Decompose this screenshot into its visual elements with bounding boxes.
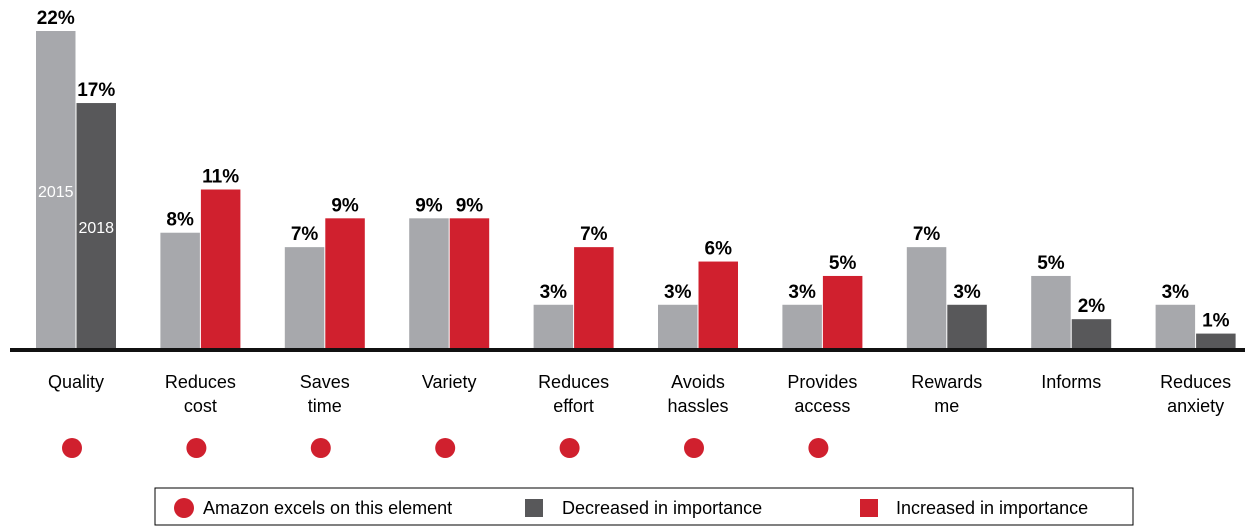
bar-2018-avoids-hassles xyxy=(698,261,738,348)
bar-2015-variety xyxy=(409,218,449,348)
value-label-2018-variety: 9% xyxy=(456,195,484,216)
category-label-saves-time: time xyxy=(308,396,342,416)
series-label-2015: 2015 xyxy=(38,184,74,201)
category-label-reduces-effort: effort xyxy=(553,396,594,416)
legend-marker-increased-in-importance xyxy=(860,499,878,517)
category-label-avoids-hassles: hassles xyxy=(667,396,728,416)
bar-2015-reduces-anxiety xyxy=(1155,304,1196,348)
legend-label-amazon-excels-on-this-element: Amazon excels on this element xyxy=(203,498,452,518)
amazon-excels-dot-avoids-hassles xyxy=(684,438,704,458)
category-label-reduces-anxiety: anxiety xyxy=(1167,396,1224,416)
value-label-2018-reduces-anxiety: 1% xyxy=(1202,311,1230,332)
bar-2018-variety xyxy=(449,218,490,348)
bar-2015-avoids-hassles xyxy=(658,304,698,348)
series-label-2018: 2018 xyxy=(78,220,114,237)
legend-label-increased-in-importance: Increased in importance xyxy=(896,498,1088,518)
value-label-2015-variety: 9% xyxy=(415,195,443,216)
value-label-2015-saves-time: 7% xyxy=(291,224,319,245)
bar-2018-reduces-anxiety xyxy=(1196,333,1236,348)
amazon-excels-dot-quality xyxy=(62,438,82,458)
value-label-2018-informs: 2% xyxy=(1078,296,1106,317)
amazon-dots-group xyxy=(62,438,829,458)
category-label-provides-access: Provides xyxy=(787,372,857,392)
value-label-2015-provides-access: 3% xyxy=(788,282,816,303)
category-label-informs: Informs xyxy=(1041,372,1101,392)
value-label-2015-reduces-anxiety: 3% xyxy=(1162,282,1190,303)
value-label-2018-reduces-cost: 11% xyxy=(202,167,239,188)
category-label-reduces-cost: Reduces xyxy=(165,372,236,392)
value-label-2018-reduces-effort: 7% xyxy=(580,224,608,245)
value-label-2015-reduces-effort: 3% xyxy=(540,282,568,303)
bar-2015-provides-access xyxy=(782,304,822,348)
category-label-saves-time: Saves xyxy=(300,372,350,392)
amazon-excels-dot-provides-access xyxy=(808,438,829,458)
legend-border xyxy=(154,487,1134,526)
value-label-2018-saves-time: 9% xyxy=(331,195,359,216)
legend-label-decreased-in-importance: Decreased in importance xyxy=(562,498,762,518)
value-label-2015-avoids-hassles: 3% xyxy=(664,282,692,303)
value-label-2015-rewards-me: 7% xyxy=(913,224,941,245)
category-label-variety: Variety xyxy=(422,372,477,392)
legend: Amazon excels on this element Decreased i… xyxy=(154,487,1134,526)
bar-2015-quality xyxy=(36,31,76,348)
legend-marker-decreased-in-importance xyxy=(525,499,543,517)
bar-2015-informs xyxy=(1031,275,1071,348)
bar-2018-saves-time xyxy=(325,218,365,348)
bar-2018-informs xyxy=(1071,319,1112,348)
value-label-2015-informs: 5% xyxy=(1037,253,1065,274)
bar-2015-reduces-effort xyxy=(533,304,574,348)
value-label-2015-quality: 22% xyxy=(37,8,75,29)
amazon-excels-dot-reduces-cost xyxy=(186,438,207,458)
category-label-reduces-effort: Reduces xyxy=(538,372,609,392)
bars-group xyxy=(36,31,1236,348)
bar-2018-rewards-me xyxy=(947,304,987,348)
bar-2018-reduces-cost xyxy=(200,189,241,348)
category-label-quality: Quality xyxy=(48,372,104,392)
amazon-excels-dot-saves-time xyxy=(310,438,331,458)
category-label-reduces-cost: cost xyxy=(184,396,217,416)
value-label-2018-quality: 17% xyxy=(77,80,115,101)
category-labels-group: Quality Reduces cost Saves time Variety Reduce… xyxy=(48,372,1231,416)
bar-2018-reduces-effort xyxy=(574,247,614,348)
value-label-2018-avoids-hassles: 6% xyxy=(705,239,733,260)
bar-2018-provides-access xyxy=(822,275,863,348)
value-labels-group: 22% 17% 2015 2018 8% 11% 7% 9% 9% 9% 3% 7% 3% 6% 3% 5% 7… xyxy=(37,8,1230,332)
value-label-2015-reduces-cost: 8% xyxy=(166,210,194,231)
category-label-rewards-me: Rewards xyxy=(911,372,982,392)
legend-marker-amazon-excels-on-this-element xyxy=(174,498,194,518)
bar-2015-saves-time xyxy=(284,247,325,348)
amazon-excels-dot-reduces-effort xyxy=(559,438,580,458)
category-label-avoids-hassles: Avoids xyxy=(671,372,725,392)
category-label-reduces-anxiety: Reduces xyxy=(1160,372,1231,392)
value-label-2018-rewards-me: 3% xyxy=(953,282,981,303)
value-label-2018-provides-access: 5% xyxy=(829,253,857,274)
bar-2015-reduces-cost xyxy=(160,232,200,348)
amazon-excels-dot-variety xyxy=(435,438,456,458)
category-label-provides-access: access xyxy=(794,396,850,416)
bar-2015-rewards-me xyxy=(906,247,947,348)
bar-2018-quality xyxy=(76,103,116,348)
category-label-rewards-me: me xyxy=(934,396,959,416)
